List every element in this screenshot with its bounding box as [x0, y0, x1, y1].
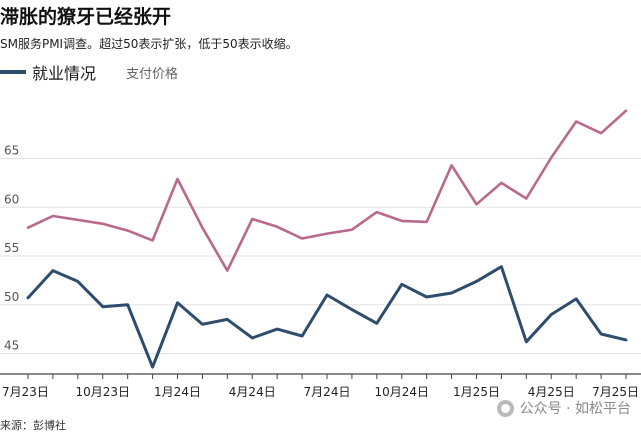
- watermark: 公众号 · 如松平台: [496, 398, 631, 418]
- x-tick-label-18: 1月25日: [453, 385, 500, 399]
- chart-title: 滞胀的獠牙已经张开: [0, 6, 172, 28]
- x-axis-ticks: 7月23日 10月23日 1月24日 4月24日 7月24日 10月24日 1月25日 4月2…: [2, 374, 639, 399]
- legend: 就业情况 支付价格: [0, 60, 178, 84]
- watermark-text: 公众号 · 如松平台: [519, 401, 631, 417]
- series-line-1: [26, 109, 628, 272]
- x-tick-label-15: 10月24日: [374, 385, 429, 399]
- x-tick-label-24: 7月25日: [592, 385, 639, 399]
- x-tick-label-21: 4月25日: [528, 385, 575, 399]
- y-tick-label-55: 55: [4, 241, 19, 255]
- legend-label-prices-paid: 支付价格: [126, 66, 179, 82]
- y-tick-label-60: 60: [4, 192, 19, 206]
- source-note: 来源：彭博社: [0, 419, 66, 432]
- x-tick-label-12: 7月24日: [304, 385, 351, 399]
- y-tick-label-50: 50: [4, 290, 19, 304]
- y-tick-label-65: 65: [4, 144, 19, 158]
- legend-item-employment: 就业情况: [0, 60, 96, 84]
- y-axis-ticks: 45 50 55 60 65: [4, 144, 19, 353]
- x-tick-label-0: 7月23日: [2, 385, 49, 399]
- grid-lines: [0, 158, 641, 354]
- legend-item-prices-paid: 支付价格: [96, 63, 178, 82]
- x-tick-label-9: 4月24日: [229, 385, 276, 399]
- series-lines: [26, 109, 628, 369]
- line-chart: 45 50 55 60 65 7月23日 10月23日 1月24日 4月24日 7月24日 10月…: [0, 109, 641, 399]
- x-tick-label-3: 10月23日: [75, 385, 130, 399]
- legend-swatch-employment: [0, 70, 26, 74]
- y-tick-label-45: 45: [4, 339, 19, 353]
- legend-label-employment: 就业情况: [32, 64, 97, 83]
- chart-subtitle: SM服务PMI调查。超过50表示扩张，低于50表示收缩。: [0, 37, 298, 51]
- x-tick-label-6: 1月24日: [154, 385, 201, 399]
- wechat-icon: [496, 399, 514, 417]
- series-line-0: [26, 265, 628, 369]
